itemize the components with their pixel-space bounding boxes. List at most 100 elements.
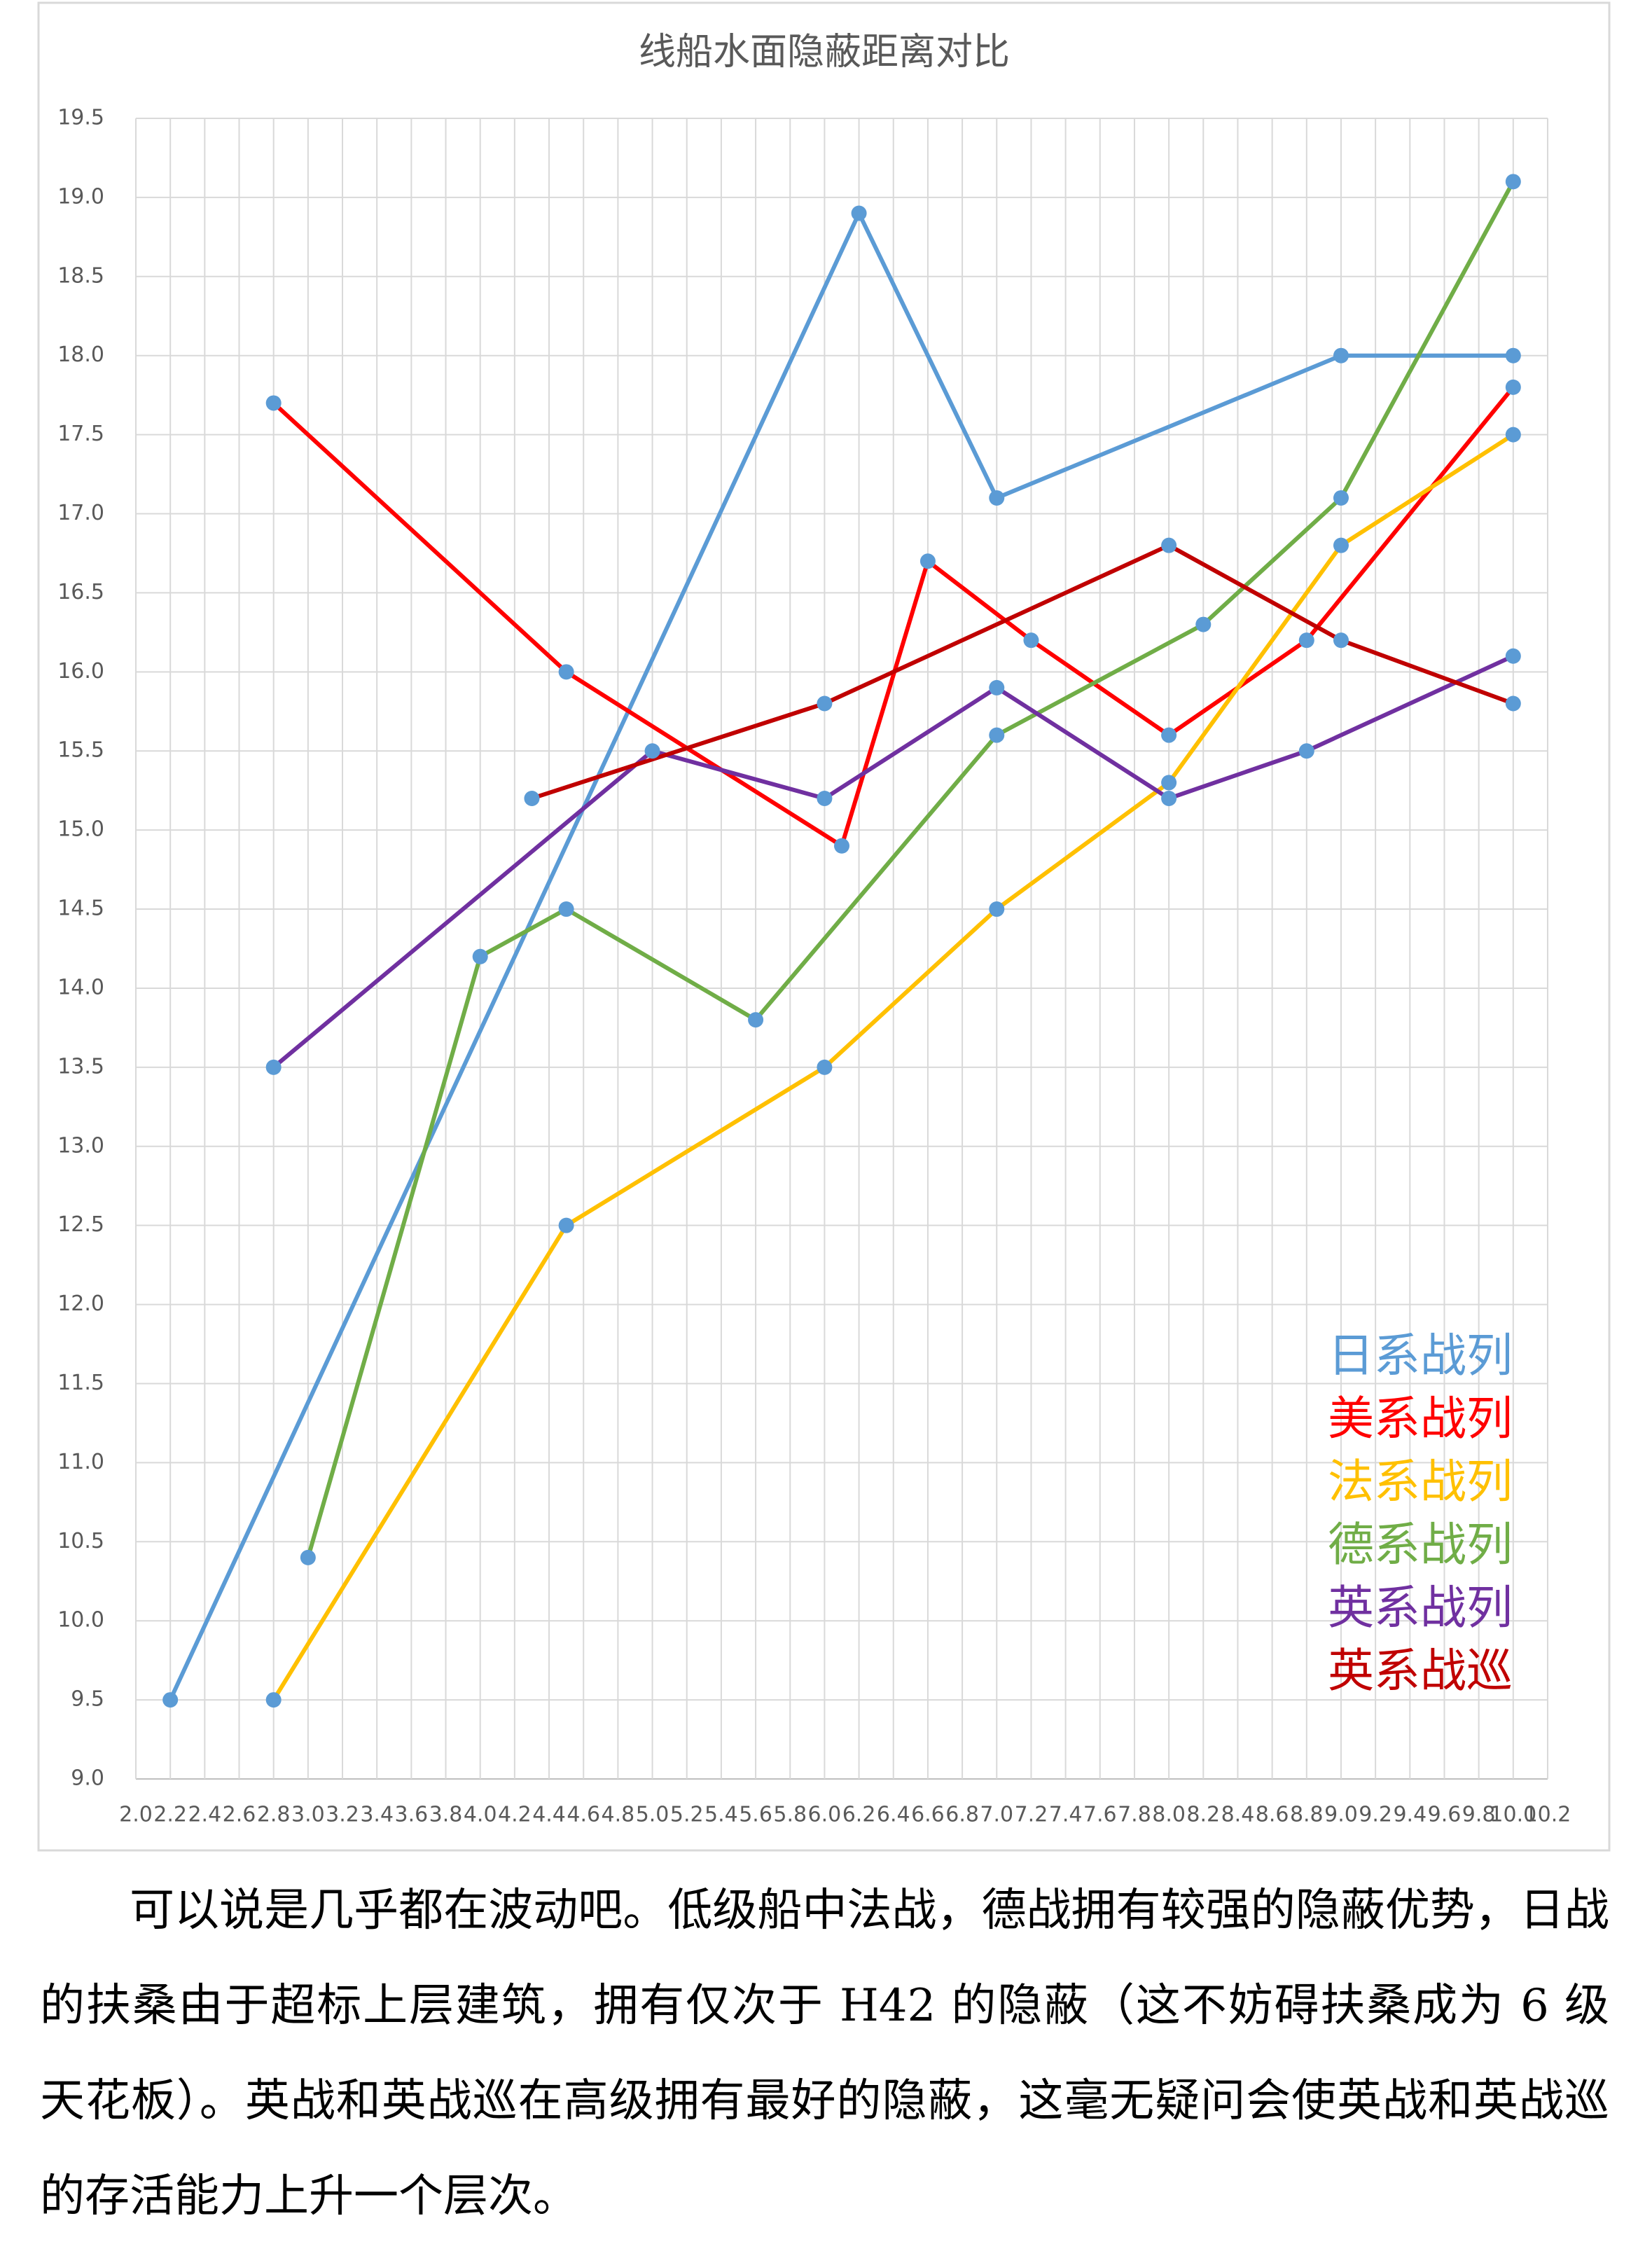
x-tick-label: 8.4 xyxy=(1221,1803,1255,1827)
y-tick-label: 16.0 xyxy=(57,659,104,684)
paragraph: 可以说是几乎都在波动吧。低级船中法战，德战拥有较强的隐蔽优势，日战的扶桑由于超标… xyxy=(40,1885,1609,2222)
legend-entry: 英系战巡 xyxy=(1328,1644,1513,1698)
x-tick-label: 6.8 xyxy=(945,1803,979,1827)
y-tick-label: 11.5 xyxy=(57,1371,104,1395)
x-tick-label: 8.8 xyxy=(1290,1803,1324,1827)
y-tick-label: 16.5 xyxy=(57,580,104,604)
x-tick-label: 8.2 xyxy=(1186,1803,1220,1827)
data-point xyxy=(265,395,282,411)
data-point xyxy=(1505,174,1521,190)
x-tick-label: 3.4 xyxy=(360,1803,394,1827)
data-point xyxy=(989,490,1005,506)
data-point xyxy=(1161,537,1177,553)
data-point xyxy=(1298,632,1314,649)
legend-entry: 德系战列 xyxy=(1328,1518,1513,1572)
data-point xyxy=(1505,347,1521,363)
data-point xyxy=(524,790,540,806)
data-point xyxy=(1161,727,1177,743)
data-point xyxy=(558,1217,574,1233)
y-tick-label: 13.0 xyxy=(57,1133,104,1158)
x-tick-label: 10.2 xyxy=(1525,1803,1571,1827)
data-point xyxy=(1505,379,1521,395)
y-tick-label: 17.0 xyxy=(57,501,104,525)
x-tick-label: 2.0 xyxy=(119,1803,153,1827)
x-tick-label: 8.0 xyxy=(1152,1803,1186,1827)
x-tick-label: 3.8 xyxy=(429,1803,463,1827)
data-point xyxy=(1505,695,1521,712)
y-tick-label: 11.0 xyxy=(57,1450,104,1474)
data-point xyxy=(1023,632,1039,649)
x-tick-label: 3.2 xyxy=(326,1803,359,1827)
y-tick-label: 13.5 xyxy=(57,1054,104,1079)
legend-entry: 日系战列 xyxy=(1328,1329,1513,1383)
x-tick-label: 6.4 xyxy=(877,1803,910,1827)
data-point xyxy=(558,664,574,680)
x-tick-label: 4.6 xyxy=(567,1803,600,1827)
data-point xyxy=(1161,790,1177,806)
data-point xyxy=(1333,490,1349,506)
x-tick-label: 10.0 xyxy=(1490,1803,1536,1827)
y-tick-label: 14.0 xyxy=(57,975,104,999)
x-tick-label: 5.0 xyxy=(636,1803,669,1827)
data-point xyxy=(919,553,936,569)
data-point xyxy=(265,1692,282,1708)
data-point xyxy=(1333,347,1349,363)
x-tick-label: 7.2 xyxy=(1015,1803,1048,1827)
x-tick-label: 4.0 xyxy=(464,1803,497,1827)
x-tick-label: 3.6 xyxy=(395,1803,429,1827)
y-tick-label: 10.5 xyxy=(57,1529,104,1553)
y-tick-label: 18.0 xyxy=(57,342,104,367)
x-tick-label: 7.8 xyxy=(1118,1803,1151,1827)
x-tick-label: 2.6 xyxy=(223,1803,256,1827)
x-tick-label: 7.0 xyxy=(980,1803,1013,1827)
data-point xyxy=(644,743,660,759)
series-line xyxy=(305,180,1515,1558)
data-point xyxy=(558,901,574,917)
data-point xyxy=(1161,775,1177,791)
x-tick-label: 4.2 xyxy=(498,1803,532,1827)
legend-entry: 美系战列 xyxy=(1328,1392,1513,1446)
legend-entry: 英系战列 xyxy=(1328,1581,1513,1635)
x-tick-label: 8.6 xyxy=(1256,1803,1289,1827)
data-point xyxy=(162,1692,179,1708)
x-tick-label: 7.6 xyxy=(1083,1803,1117,1827)
chart-title: 线船水面隐蔽距离对比 xyxy=(639,31,1010,74)
data-point xyxy=(300,1549,316,1565)
y-tick-label: 10.0 xyxy=(57,1608,104,1633)
data-point xyxy=(1505,648,1521,664)
x-tick-label: 9.6 xyxy=(1428,1803,1462,1827)
data-point xyxy=(1333,632,1349,649)
series-line xyxy=(272,385,1515,848)
data-point xyxy=(1333,537,1349,553)
x-tick-label: 5.6 xyxy=(739,1803,772,1827)
x-tick-label: 5.4 xyxy=(704,1803,738,1827)
x-tick-label: 9.8 xyxy=(1462,1803,1496,1827)
y-tick-label: 19.0 xyxy=(57,184,104,209)
data-point xyxy=(817,695,833,712)
y-tick-label: 17.5 xyxy=(57,422,104,446)
x-tick-label: 5.2 xyxy=(670,1803,704,1827)
y-tick-label: 9.0 xyxy=(71,1766,104,1791)
y-tick-label: 15.5 xyxy=(57,738,104,763)
data-point xyxy=(989,679,1005,695)
data-point xyxy=(989,901,1005,917)
data-point xyxy=(1195,616,1212,632)
x-tick-label: 6.2 xyxy=(842,1803,876,1827)
x-tick-label: 6.6 xyxy=(911,1803,945,1827)
x-tick-label: 3.0 xyxy=(291,1803,325,1827)
x-tick-label: 9.0 xyxy=(1324,1803,1358,1827)
x-tick-label: 2.2 xyxy=(153,1803,187,1827)
data-point xyxy=(1298,743,1314,759)
chart: 线船水面隐蔽距离对比 9.0 9.5 10.0 10.5 11.0 11.5 12.0 12.… xyxy=(37,1,1611,1852)
data-point xyxy=(1505,427,1521,443)
x-tick-label: 9.2 xyxy=(1359,1803,1392,1827)
y-tick-label: 12.0 xyxy=(57,1291,104,1316)
x-tick-label: 2.8 xyxy=(257,1803,291,1827)
x-tick-label: 4.8 xyxy=(602,1803,635,1827)
x-tick-label: 6.0 xyxy=(808,1803,842,1827)
y-tick-label: 12.5 xyxy=(57,1212,104,1237)
y-tick-label: 19.5 xyxy=(57,106,104,130)
legend-entry: 法系战列 xyxy=(1328,1455,1513,1509)
x-tick-label: 2.4 xyxy=(188,1803,221,1827)
